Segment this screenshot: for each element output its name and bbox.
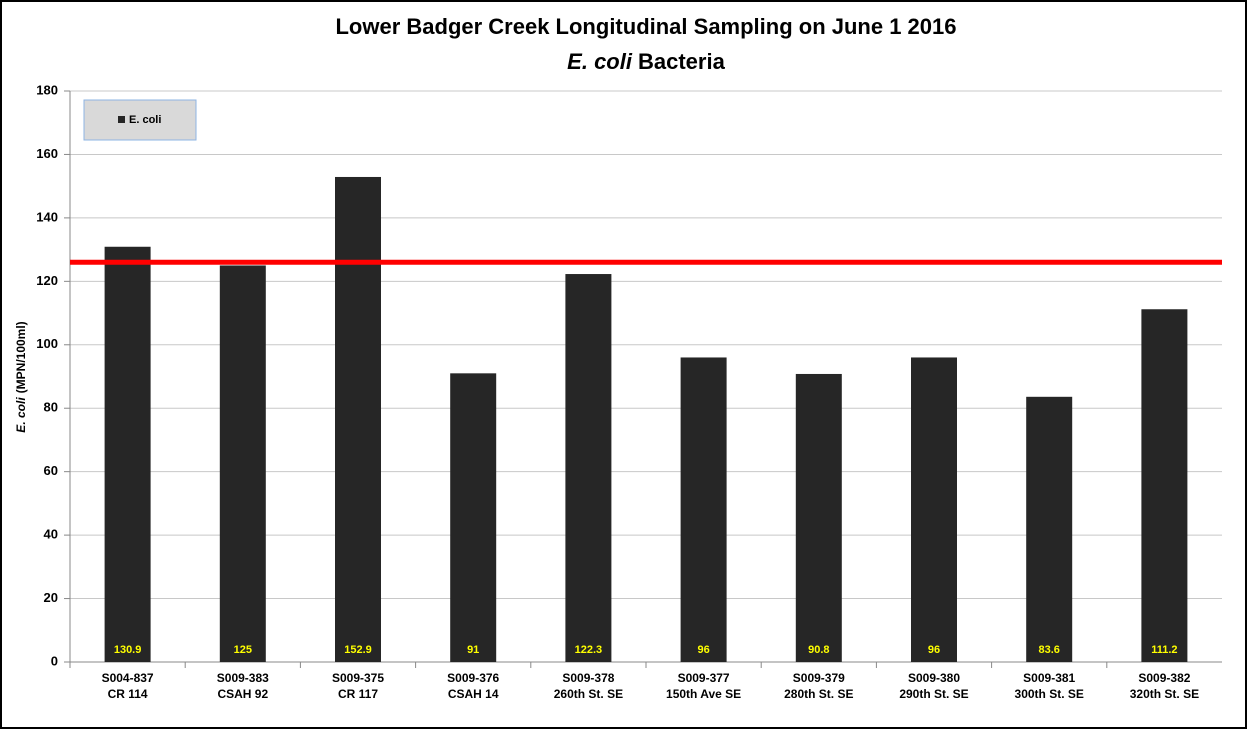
bar [911, 357, 957, 662]
bar [565, 274, 612, 662]
bar [1141, 309, 1188, 662]
chart-subtitle: E. coli Bacteria [567, 49, 725, 74]
y-axis-label: E. coli (MPN/100ml) [14, 321, 28, 432]
bar [795, 373, 842, 662]
ylabel-italic: E. coli [14, 397, 28, 433]
x-tick-label: S009-382 [1138, 671, 1190, 685]
legend-swatch [118, 116, 125, 123]
bar [680, 357, 727, 662]
subtitle-italic: E. coli [567, 49, 633, 74]
y-tick-label: 120 [36, 273, 58, 288]
x-tick-label: S009-376 [447, 671, 499, 685]
value-label: 130.9 [114, 644, 142, 656]
bar [1026, 396, 1073, 662]
y-tick-label: 20 [44, 590, 58, 605]
x-tick-label: S009-381 [1023, 671, 1075, 685]
x-tick-label: S009-378 [562, 671, 614, 685]
x-tick-label: CSAH 92 [217, 687, 268, 701]
bar [104, 246, 151, 662]
value-label: 122.3 [575, 644, 603, 656]
value-label: 125 [234, 644, 252, 656]
y-tick-label: 180 [36, 82, 58, 97]
x-tick-label: S009-380 [908, 671, 960, 685]
y-tick-label: 100 [36, 336, 58, 351]
x-tick-label: 320th St. SE [1130, 687, 1199, 701]
y-tick-label: 60 [44, 463, 58, 478]
bar [450, 373, 497, 662]
x-tick-label: 300th St. SE [1015, 687, 1084, 701]
value-label: 111.2 [1151, 644, 1177, 656]
x-tick-label: S009-379 [793, 671, 845, 685]
x-tick-label: 290th St. SE [899, 687, 968, 701]
bar [219, 265, 266, 662]
x-tick-label: 150th Ave SE [666, 687, 741, 701]
chart-title: Lower Badger Creek Longitudinal Sampling… [335, 14, 956, 39]
x-tick-label: 280th St. SE [784, 687, 853, 701]
x-tick-label: S009-377 [678, 671, 730, 685]
y-tick-label: 80 [44, 400, 58, 415]
x-tick-label: CR 117 [338, 687, 378, 701]
value-label: 96 [697, 644, 709, 656]
y-tick-label: 160 [36, 146, 58, 161]
value-label: 96 [928, 644, 940, 656]
value-label: 91 [467, 644, 479, 656]
y-tick-label: 40 [44, 527, 58, 542]
bar [335, 176, 381, 662]
value-label: 152.9 [344, 644, 372, 656]
subtitle-text: Bacteria [638, 49, 726, 74]
x-tick-label: S009-383 [217, 671, 269, 685]
x-tick-label: CSAH 14 [448, 687, 499, 701]
legend-label: E. coli [129, 114, 161, 126]
ylabel-text: (MPN/100ml) [14, 321, 28, 393]
x-tick-label: 260th St. SE [554, 687, 623, 701]
x-tick-label: S004-837 [102, 671, 154, 685]
x-tick-label: CR 114 [108, 687, 148, 701]
y-tick-label: 0 [51, 653, 58, 668]
x-tick-label: S009-375 [332, 671, 384, 685]
value-label: 83.6 [1038, 644, 1059, 656]
value-label: 90.8 [808, 644, 829, 656]
y-tick-label: 140 [36, 209, 58, 224]
legend-box [83, 99, 197, 141]
